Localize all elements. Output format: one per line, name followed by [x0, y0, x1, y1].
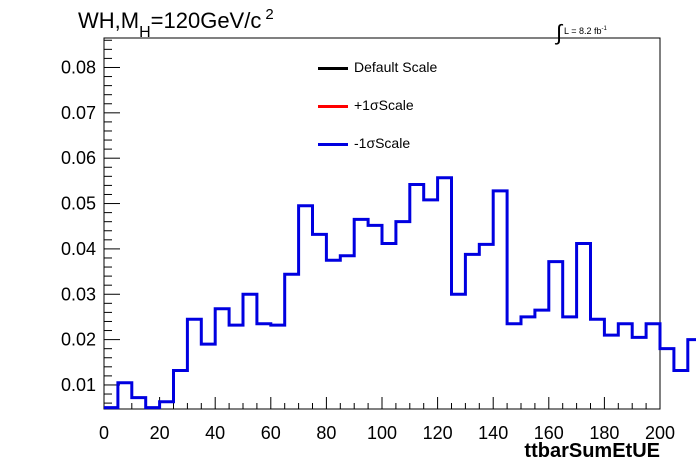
legend-swatch-plus1sigma: [318, 105, 348, 108]
luminosity-text: L = 8.2 fb: [564, 26, 602, 36]
legend-swatch-default: [318, 67, 348, 70]
x-tick-label: 200: [645, 423, 675, 443]
axis-tick-labels: 0 20 40 60 80 100 120 140 160 180 200 0.01 0.02 0.03 0…: [61, 57, 675, 443]
x-tick-label: 120: [423, 423, 453, 443]
legend-item-default: Default Scale: [316, 56, 476, 94]
y-tick-label: 0.02: [61, 330, 96, 350]
x-axis-label: ttbarSumEtUE: [524, 440, 660, 462]
y-tick-label: 0.08: [61, 57, 96, 77]
x-tick-label: 160: [534, 423, 564, 443]
integral-symbol: ∫: [556, 20, 563, 45]
y-tick-label: 0.04: [61, 239, 96, 259]
luminosity-superscript: -1: [601, 26, 607, 32]
x-tick-label: 80: [316, 423, 336, 443]
histogram-series: [104, 176, 696, 410]
x-tick-label: 40: [205, 423, 225, 443]
x-tick-label: 140: [478, 423, 508, 443]
y-tick-label: 0.07: [61, 103, 96, 123]
legend: Default Scale +1σScale -1σScale: [316, 56, 476, 170]
chart-title: WH,MH=120GeV/c 2: [78, 6, 274, 41]
title-superscript: 2: [265, 6, 274, 23]
title-prefix: WH,M: [78, 8, 140, 33]
legend-label-minus1sigma: -1σScale: [354, 135, 411, 151]
x-tick-label: 20: [150, 423, 170, 443]
luminosity-label: ∫ L = 8.2 fb-1: [556, 14, 607, 45]
title-main: =120GeV/c: [150, 8, 262, 33]
x-tick-label: 180: [589, 423, 619, 443]
legend-swatch-minus1sigma: [318, 143, 348, 146]
histogram-line: [104, 176, 696, 410]
y-tick-label: 0.03: [61, 284, 96, 304]
y-tick-label: 0.06: [61, 148, 96, 168]
legend-item-minus1sigma: -1σScale: [316, 132, 476, 170]
title-subscript: H: [139, 24, 151, 41]
y-tick-label: 0.05: [61, 194, 96, 214]
legend-label-plus1sigma: +1σScale: [354, 97, 414, 113]
legend-item-plus1sigma: +1σScale: [316, 94, 476, 132]
y-tick-label: 0.01: [61, 375, 96, 395]
x-tick-label: 100: [367, 423, 397, 443]
x-tick-label: 0: [99, 423, 109, 443]
x-tick-label: 60: [261, 423, 281, 443]
legend-label-default: Default Scale: [354, 59, 438, 75]
